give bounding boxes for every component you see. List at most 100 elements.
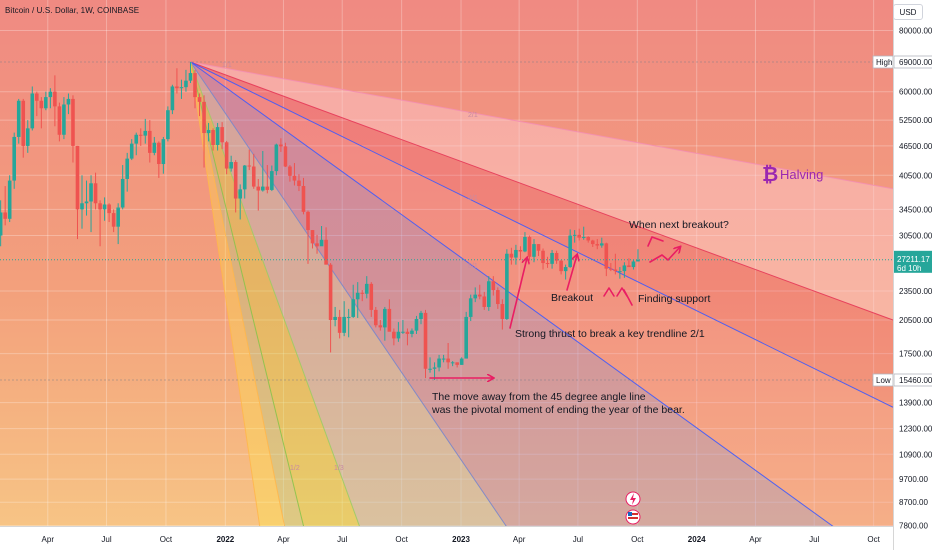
candle[interactable] bbox=[333, 306, 337, 327]
candle[interactable] bbox=[247, 149, 252, 171]
candle[interactable] bbox=[179, 79, 184, 99]
candle[interactable] bbox=[120, 165, 125, 210]
candle[interactable] bbox=[432, 362, 437, 380]
candle[interactable] bbox=[66, 93, 71, 115]
candle[interactable] bbox=[581, 226, 586, 240]
candle[interactable] bbox=[477, 284, 482, 300]
candle[interactable] bbox=[166, 106, 170, 142]
candle[interactable] bbox=[21, 98, 26, 158]
candle[interactable] bbox=[211, 128, 215, 151]
candle[interactable] bbox=[12, 132, 17, 189]
candle[interactable] bbox=[102, 197, 107, 221]
candle[interactable] bbox=[541, 248, 545, 270]
support-arrow-1[interactable] bbox=[603, 287, 615, 297]
thrust-arrow[interactable] bbox=[509, 258, 527, 329]
candle[interactable] bbox=[328, 263, 333, 353]
currency-button[interactable]: USD bbox=[893, 4, 923, 20]
gann-fan-ray[interactable] bbox=[189, 61, 287, 534]
candle[interactable] bbox=[319, 226, 324, 247]
candle[interactable] bbox=[523, 232, 527, 253]
candle[interactable] bbox=[414, 315, 419, 334]
candle[interactable] bbox=[297, 174, 301, 192]
candle[interactable] bbox=[396, 322, 401, 342]
annotation-arrows[interactable] bbox=[429, 236, 680, 378]
candle[interactable] bbox=[536, 244, 541, 257]
candlestick-series[interactable] bbox=[0, 62, 640, 380]
candle[interactable] bbox=[468, 294, 473, 322]
candle[interactable] bbox=[107, 203, 111, 223]
candle[interactable] bbox=[627, 258, 631, 268]
candle[interactable] bbox=[500, 299, 505, 330]
candle[interactable] bbox=[143, 118, 148, 144]
gann-fan-ray[interactable] bbox=[190, 61, 894, 408]
candle[interactable] bbox=[116, 203, 120, 245]
candle[interactable] bbox=[256, 178, 261, 211]
candle[interactable] bbox=[518, 246, 523, 260]
candle[interactable] bbox=[274, 143, 279, 176]
candle[interactable] bbox=[378, 320, 383, 331]
candle[interactable] bbox=[35, 91, 39, 117]
candle[interactable] bbox=[265, 165, 270, 194]
candle[interactable] bbox=[360, 290, 365, 302]
candle[interactable] bbox=[355, 282, 360, 318]
candle[interactable] bbox=[405, 328, 410, 346]
candle[interactable] bbox=[238, 184, 242, 220]
candle[interactable] bbox=[609, 263, 613, 272]
candle[interactable] bbox=[148, 120, 152, 163]
candle[interactable] bbox=[514, 244, 518, 265]
candle[interactable] bbox=[111, 209, 116, 233]
candle[interactable] bbox=[193, 69, 197, 109]
candle[interactable] bbox=[98, 200, 102, 247]
support-arrow-3[interactable] bbox=[623, 289, 633, 306]
candle[interactable] bbox=[599, 237, 604, 248]
price-axis[interactable]: 7800.00 8700.00 9700.00 10900.00 12300.00 139… bbox=[893, 0, 932, 550]
candle[interactable] bbox=[373, 306, 378, 328]
candle[interactable] bbox=[215, 122, 220, 151]
gann-fan-ray[interactable] bbox=[189, 61, 262, 534]
breakout-arrow[interactable] bbox=[566, 255, 577, 291]
breakout-question-arrow-up[interactable] bbox=[647, 236, 664, 247]
candle[interactable] bbox=[437, 354, 441, 372]
candle[interactable] bbox=[351, 284, 355, 318]
candle[interactable] bbox=[486, 276, 491, 311]
candle[interactable] bbox=[184, 69, 188, 92]
candle[interactable] bbox=[233, 160, 238, 213]
candle[interactable] bbox=[505, 249, 509, 321]
candle[interactable] bbox=[3, 186, 7, 226]
candle[interactable] bbox=[509, 247, 514, 265]
candle[interactable] bbox=[410, 328, 414, 338]
candle[interactable] bbox=[545, 256, 550, 268]
candle[interactable] bbox=[383, 306, 387, 341]
candle[interactable] bbox=[161, 136, 166, 174]
lightning-icon[interactable] bbox=[625, 491, 641, 507]
candle[interactable] bbox=[631, 259, 636, 270]
candle[interactable] bbox=[482, 291, 487, 310]
time-axis[interactable]: Apr Jul Oct 2022 Apr Jul Oct 2023 Apr Jul Oct 2024 A… bbox=[0, 526, 893, 550]
candle[interactable] bbox=[242, 165, 247, 199]
candle[interactable] bbox=[401, 320, 405, 334]
candle[interactable] bbox=[559, 259, 563, 275]
candle[interactable] bbox=[387, 299, 392, 332]
candle[interactable] bbox=[71, 95, 75, 163]
candle[interactable] bbox=[292, 163, 297, 186]
breakout-question-arrow-zigzag[interactable] bbox=[649, 247, 680, 263]
candle[interactable] bbox=[369, 282, 374, 317]
candle[interactable] bbox=[568, 229, 572, 268]
candle[interactable] bbox=[25, 120, 30, 153]
candle[interactable] bbox=[157, 141, 161, 178]
candle[interactable] bbox=[572, 230, 577, 243]
current-price-tag[interactable] bbox=[894, 250, 932, 273]
candle[interactable] bbox=[446, 342, 450, 369]
candle[interactable] bbox=[270, 165, 274, 192]
candle[interactable] bbox=[577, 228, 581, 241]
candle[interactable] bbox=[260, 150, 265, 192]
candle[interactable] bbox=[586, 236, 591, 243]
candle[interactable] bbox=[496, 287, 500, 309]
candle[interactable] bbox=[251, 153, 256, 189]
candle[interactable] bbox=[53, 75, 57, 127]
candle[interactable] bbox=[7, 175, 12, 223]
gann-fan-ray[interactable] bbox=[190, 61, 894, 190]
candle[interactable] bbox=[423, 309, 428, 379]
candle[interactable] bbox=[170, 84, 175, 115]
